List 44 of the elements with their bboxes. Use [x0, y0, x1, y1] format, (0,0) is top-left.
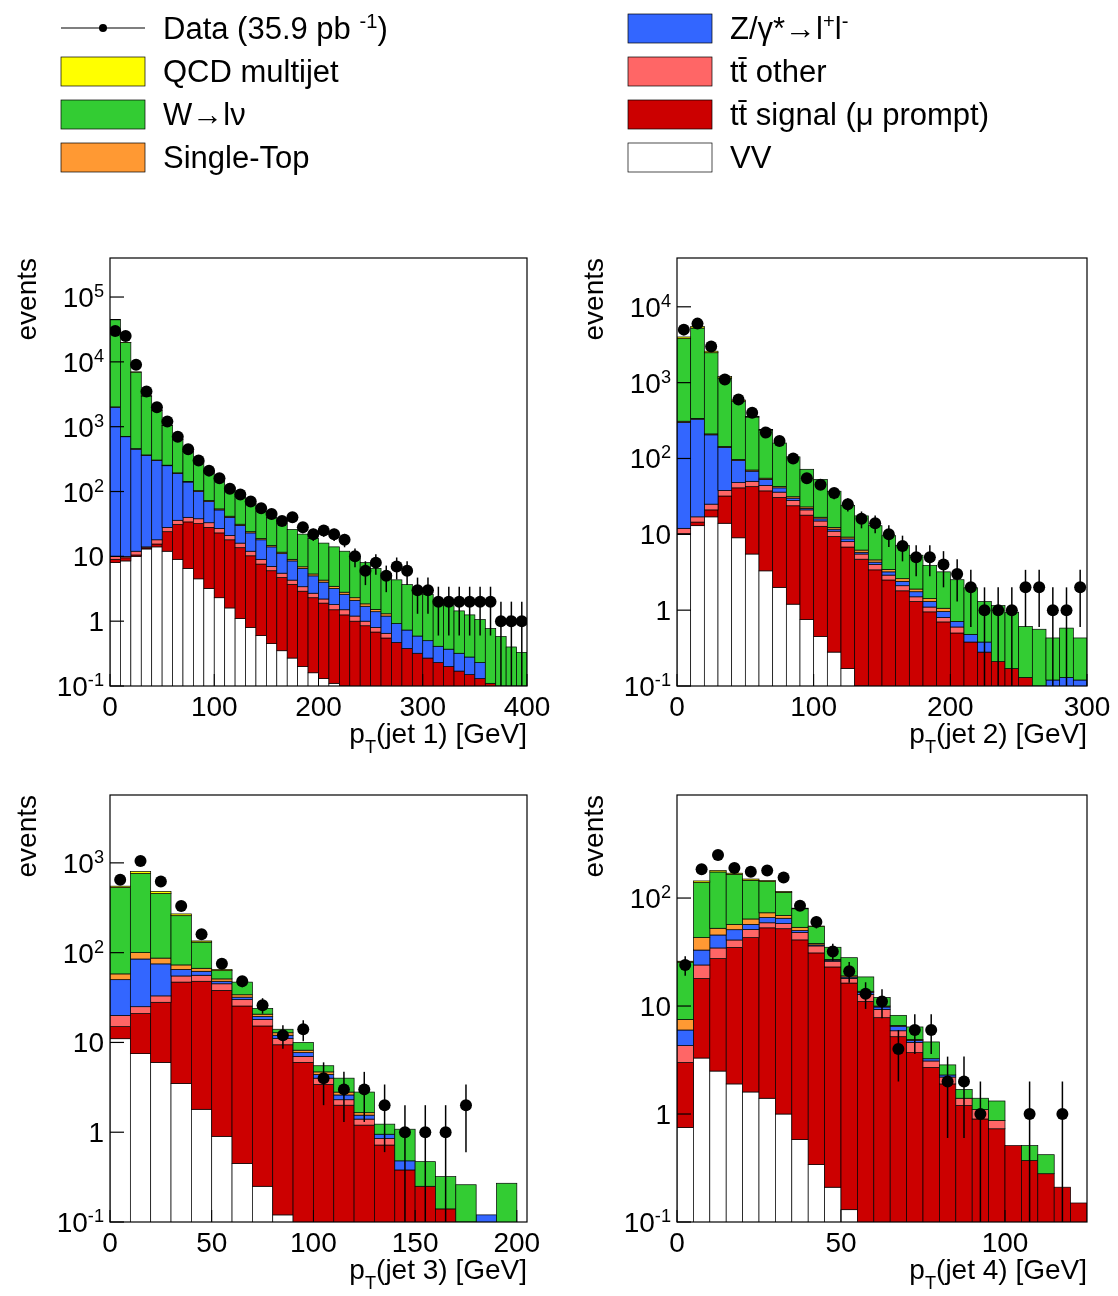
legend-label: Single-Top [163, 140, 310, 175]
x-tick-label: 0 [102, 1227, 118, 1258]
x-tick-label: 100 [790, 691, 838, 722]
y-tick-label: 10$^{3}$ [62, 410, 104, 443]
y-tick-label: 10$^{4}$ [629, 290, 671, 323]
y-axis-title: events [11, 795, 42, 878]
y-tick-label: 10$^{5}$ [62, 281, 104, 314]
x-tick-label: 50 [825, 1227, 857, 1258]
legend-label: W→lν [163, 97, 246, 132]
y-tick-label: 10$^{-1}$ [56, 1206, 104, 1238]
y-tick-label: 10$^{2}$ [62, 475, 104, 508]
y-axis-title: events [11, 258, 42, 341]
y-tick-label: 10 [639, 519, 671, 551]
legend-label: Data (35.9 pb $^{-1}$) [163, 10, 388, 46]
y-tick-label: 10 [72, 1027, 104, 1059]
y-tick-label: 10$^{4}$ [62, 345, 104, 378]
y-tick-label: 1 [88, 1117, 104, 1149]
y-tick-label: 10$^{2}$ [629, 442, 671, 475]
legend-label: Z/γ*→l$^{+}$l$^{-}$ [730, 10, 849, 46]
y-tick-label: 1 [88, 606, 104, 638]
y-tick-label: 10$^{-1}$ [623, 1206, 671, 1238]
y-axis-title: events [578, 795, 609, 878]
y-tick-label: 10 [72, 541, 104, 573]
x-tick-label: 100 [190, 691, 238, 722]
y-tick-label: 10$^{-1}$ [623, 670, 671, 702]
x-tick-label: 100 [290, 1227, 337, 1258]
y-tick-label: 1 [655, 595, 671, 627]
y-tick-label: 10$^{3}$ [629, 366, 671, 399]
y-tick-label: 10$^{2}$ [62, 936, 104, 969]
legend-label: tt̄ signal (μ prompt) [730, 97, 990, 132]
y-axis-title: events [578, 258, 609, 341]
y-tick-label: 1 [655, 1099, 671, 1131]
y-tick-label: 10$^{3}$ [62, 846, 104, 879]
x-tick-label: 200 [295, 691, 342, 722]
y-tick-label: 10$^{2}$ [629, 882, 671, 915]
legend-label: QCD multijet [163, 54, 340, 89]
legend-label: tt̄ other [730, 54, 827, 89]
x-tick-label: 0 [102, 691, 118, 722]
legend-label: VV [730, 140, 772, 175]
x-tick-label: 0 [669, 691, 685, 722]
x-tick-label: 50 [196, 1227, 228, 1258]
y-tick-label: 10 [639, 991, 671, 1023]
y-tick-label: 10$^{-1}$ [56, 670, 104, 702]
x-tick-label: 0 [669, 1227, 685, 1258]
